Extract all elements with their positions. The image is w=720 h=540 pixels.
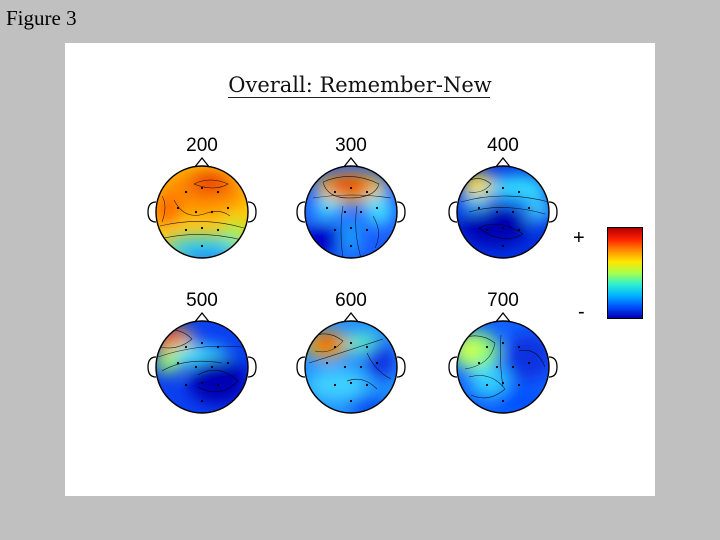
time-label: 700 <box>487 290 519 311</box>
colorbar-minus-label: - <box>578 301 585 323</box>
colorbar <box>607 227 643 319</box>
scalp-map-500: 500 <box>138 290 266 427</box>
time-label: 200 <box>186 135 218 156</box>
figure-label: Figure 3 <box>6 6 77 30</box>
figure-title: Overall: Remember-New <box>228 73 492 97</box>
figure-panel: Overall: Remember-New 200 <box>65 43 655 496</box>
scalp-topography <box>147 311 257 414</box>
time-label: 500 <box>186 290 218 311</box>
scalp-map-700: 700 <box>439 290 567 427</box>
scalp-topography <box>296 311 406 414</box>
title-underline <box>228 97 490 98</box>
scalp-map-600: 600 <box>287 290 415 427</box>
scalp-topography <box>147 156 257 259</box>
time-label: 300 <box>335 135 367 156</box>
scalp-topography <box>448 311 558 414</box>
scalp-map-300: 300 <box>287 135 415 272</box>
colorbar-plus-label: + <box>573 227 585 249</box>
scalp-topography <box>296 156 406 259</box>
scalp-topography <box>448 156 558 259</box>
scalp-map-400: 400 <box>439 135 567 272</box>
scalp-map-200: 200 <box>138 135 266 272</box>
time-label: 600 <box>335 290 367 311</box>
time-label: 400 <box>487 135 519 156</box>
